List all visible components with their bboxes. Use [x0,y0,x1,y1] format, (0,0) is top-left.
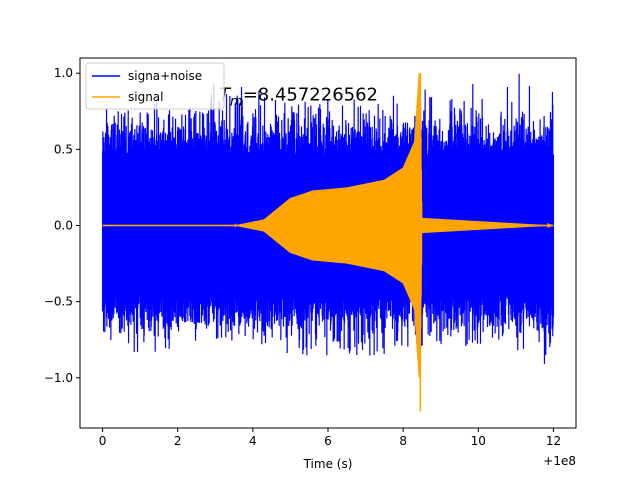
y-tick-label: −0.5 [44,295,73,309]
x-tick-label: 6 [324,434,332,448]
legend: signa+noise signal [85,62,225,110]
x-tick-label: 2 [174,434,182,448]
x-tick-label: 10 [471,434,486,448]
tm-subscript: m [230,95,243,110]
y-tick-label: 0.0 [54,218,73,232]
y-axis: −1.0 −0.5 0.0 0.5 1.0 [44,66,80,385]
x-axis-label: Time (s) [303,457,353,471]
x-offset-label: +1e8 [543,454,576,468]
legend-label: signal [128,90,164,104]
x-tick-label: 12 [546,434,561,448]
y-tick-label: 0.5 [54,142,73,156]
y-tick-label: 1.0 [54,66,73,80]
legend-box [85,62,225,110]
x-axis: 0 2 4 6 8 10 12 [99,428,561,448]
y-tick-label: −1.0 [44,371,73,385]
series-signal [102,73,554,412]
x-tick-label: 4 [249,434,257,448]
plot-area [101,73,555,412]
tm-value: =8.457226562 [243,85,378,106]
x-tick-label: 0 [99,434,107,448]
legend-label: signa+noise [128,69,202,83]
x-tick-label: 8 [399,434,407,448]
